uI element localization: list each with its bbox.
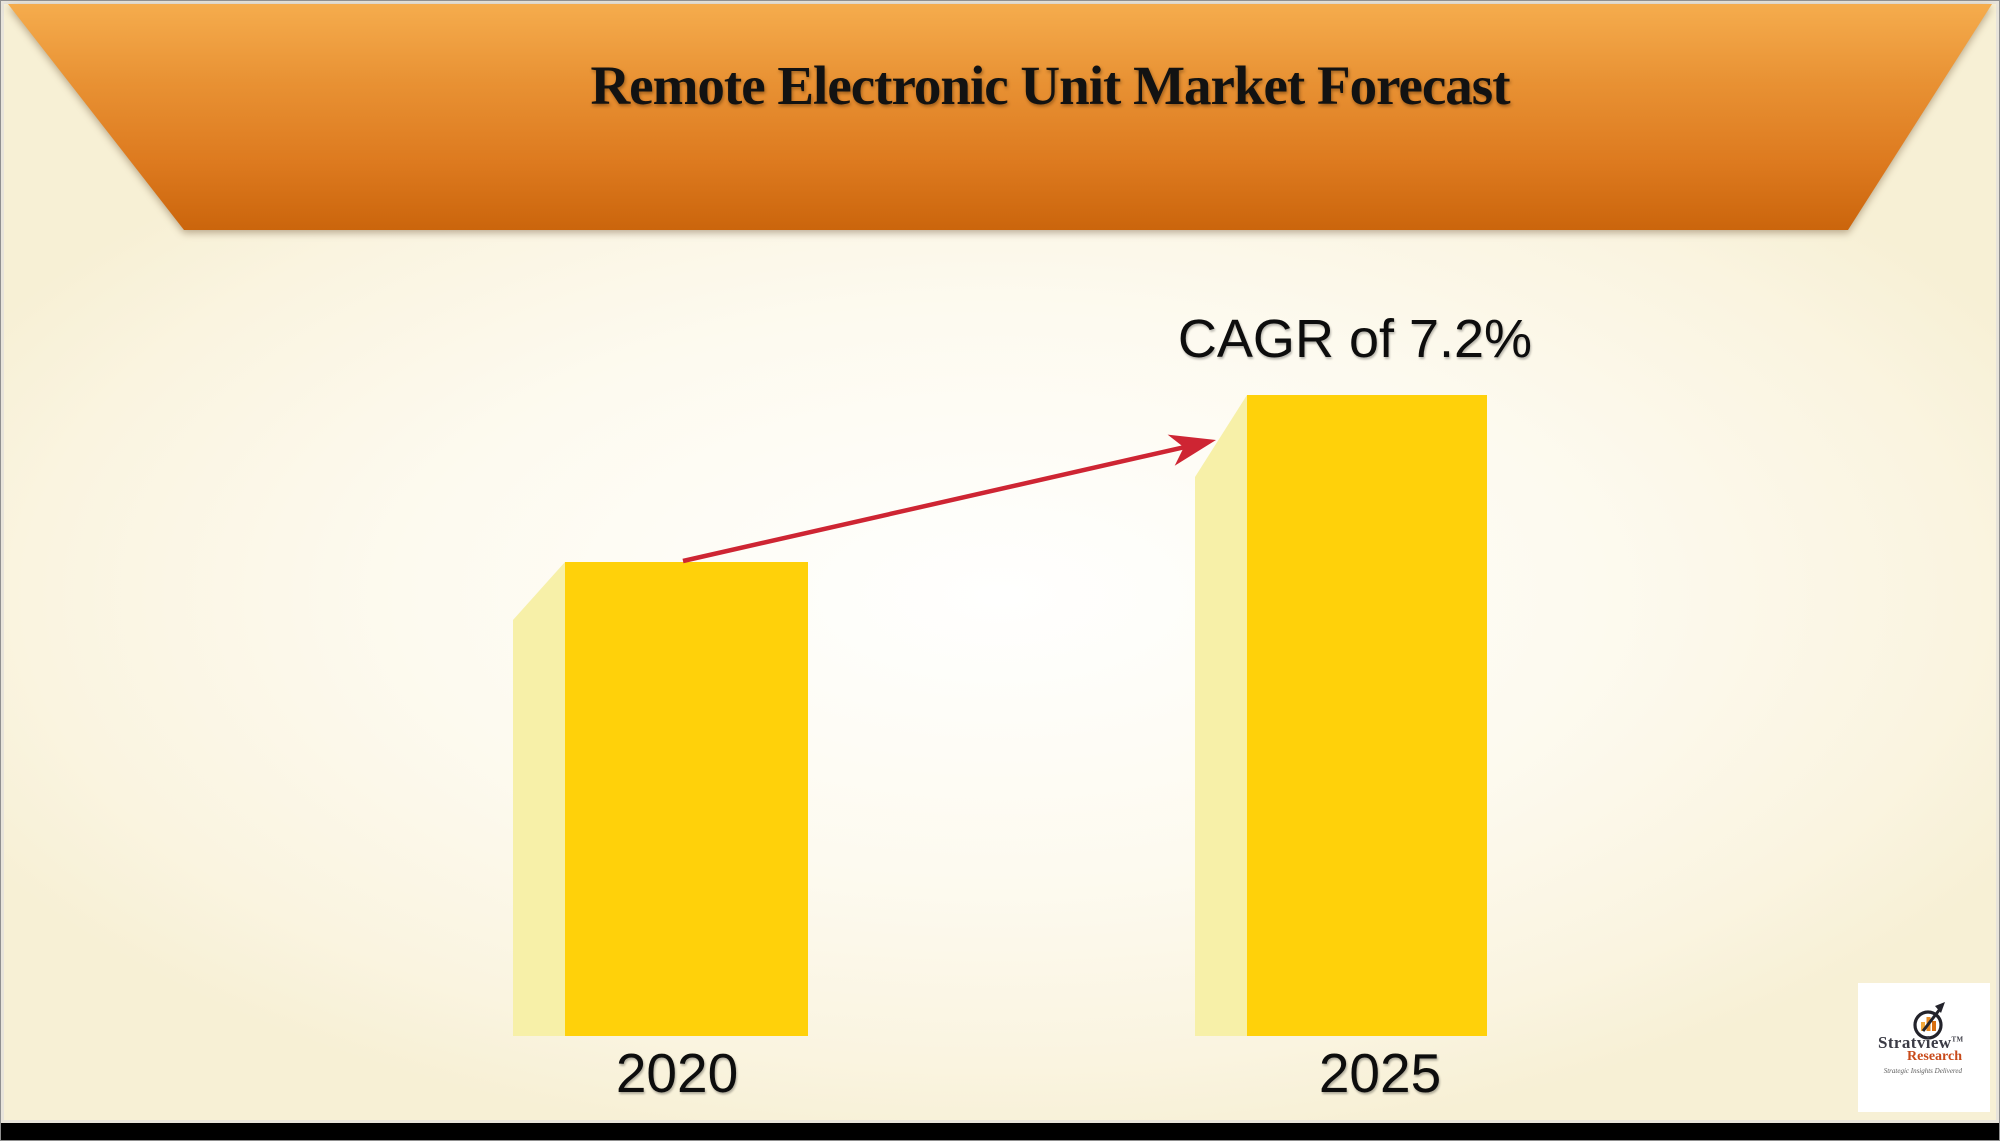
cagr-annotation: CAGR of 7.2% [1177, 309, 1533, 369]
bar-side-2025 [1195, 395, 1247, 1036]
bars-group [513, 395, 1487, 1036]
logo-wordmark-text: Stratview [1878, 1033, 1952, 1052]
bar-face-2025 [1247, 395, 1487, 1036]
growth-arrow-head [1167, 434, 1216, 466]
bar-face-2020 [565, 562, 808, 1036]
magnifier-chart-icon [1913, 1002, 1945, 1040]
title-banner [8, 4, 1992, 230]
growth-arrow-shaft [682, 444, 1190, 564]
logo-wordmark: StratviewTM [1878, 1034, 1964, 1051]
chart-title: Remote Electronic Unit Market Forecast [590, 55, 1510, 116]
logo-tagline: Strategic Insights Delivered [1883, 1067, 1962, 1075]
growth-arrow [682, 434, 1216, 564]
logo-tm: TM [1951, 1035, 1964, 1044]
x-axis-label-2020: 2020 [615, 1042, 739, 1104]
x-axis-label-2025: 2025 [1318, 1042, 1442, 1104]
stratview-logo: StratviewTM Research Strategic Insights … [1858, 983, 1990, 1112]
bar-side-2020 [513, 562, 565, 1036]
logo-research: Research [1907, 1049, 1962, 1064]
